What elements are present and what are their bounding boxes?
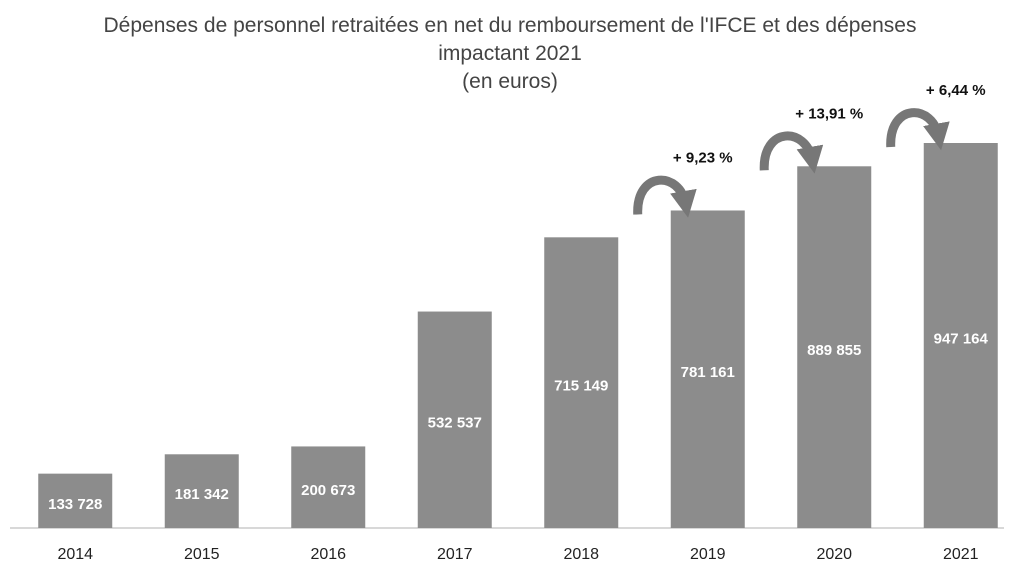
bar [797,166,872,528]
value-label: 781 161 [681,364,735,381]
value-label: 532 537 [428,415,482,432]
chart-subtitle: (en euros) [462,70,558,93]
bar [291,446,366,528]
growth-arrow [886,108,950,151]
x-tick-label: 2018 [563,546,599,563]
value-label: 181 342 [175,486,229,503]
growth-annotation: + 6,44 % [926,82,986,99]
bar [923,143,998,528]
value-label: 133 728 [48,496,102,513]
x-tick-label: 2014 [57,546,93,563]
bar [38,473,113,528]
growth-arrow [759,131,824,174]
value-label: 889 855 [807,342,861,359]
growth-arrow [633,175,697,218]
x-tick-label: 2017 [437,546,473,563]
growth-annotation: + 13,91 % [795,105,863,122]
title-block: Dépenses de personnel retraitées en net … [80,12,940,96]
value-label: 715 149 [554,378,608,395]
bar [164,454,239,528]
value-label: 200 673 [301,482,355,499]
bar [417,311,492,528]
x-tick-label: 2020 [816,546,852,563]
growth-annotation: + 9,23 % [673,149,733,166]
chart-title: Dépenses de personnel retraitées en net … [103,14,917,65]
value-label: 947 164 [934,330,989,347]
x-tick-label: 2019 [690,546,726,563]
bar [544,237,619,529]
x-tick-label: 2015 [184,546,220,563]
bar [670,210,745,529]
x-tick-label: 2016 [310,546,346,563]
x-tick-label: 2021 [943,546,979,563]
